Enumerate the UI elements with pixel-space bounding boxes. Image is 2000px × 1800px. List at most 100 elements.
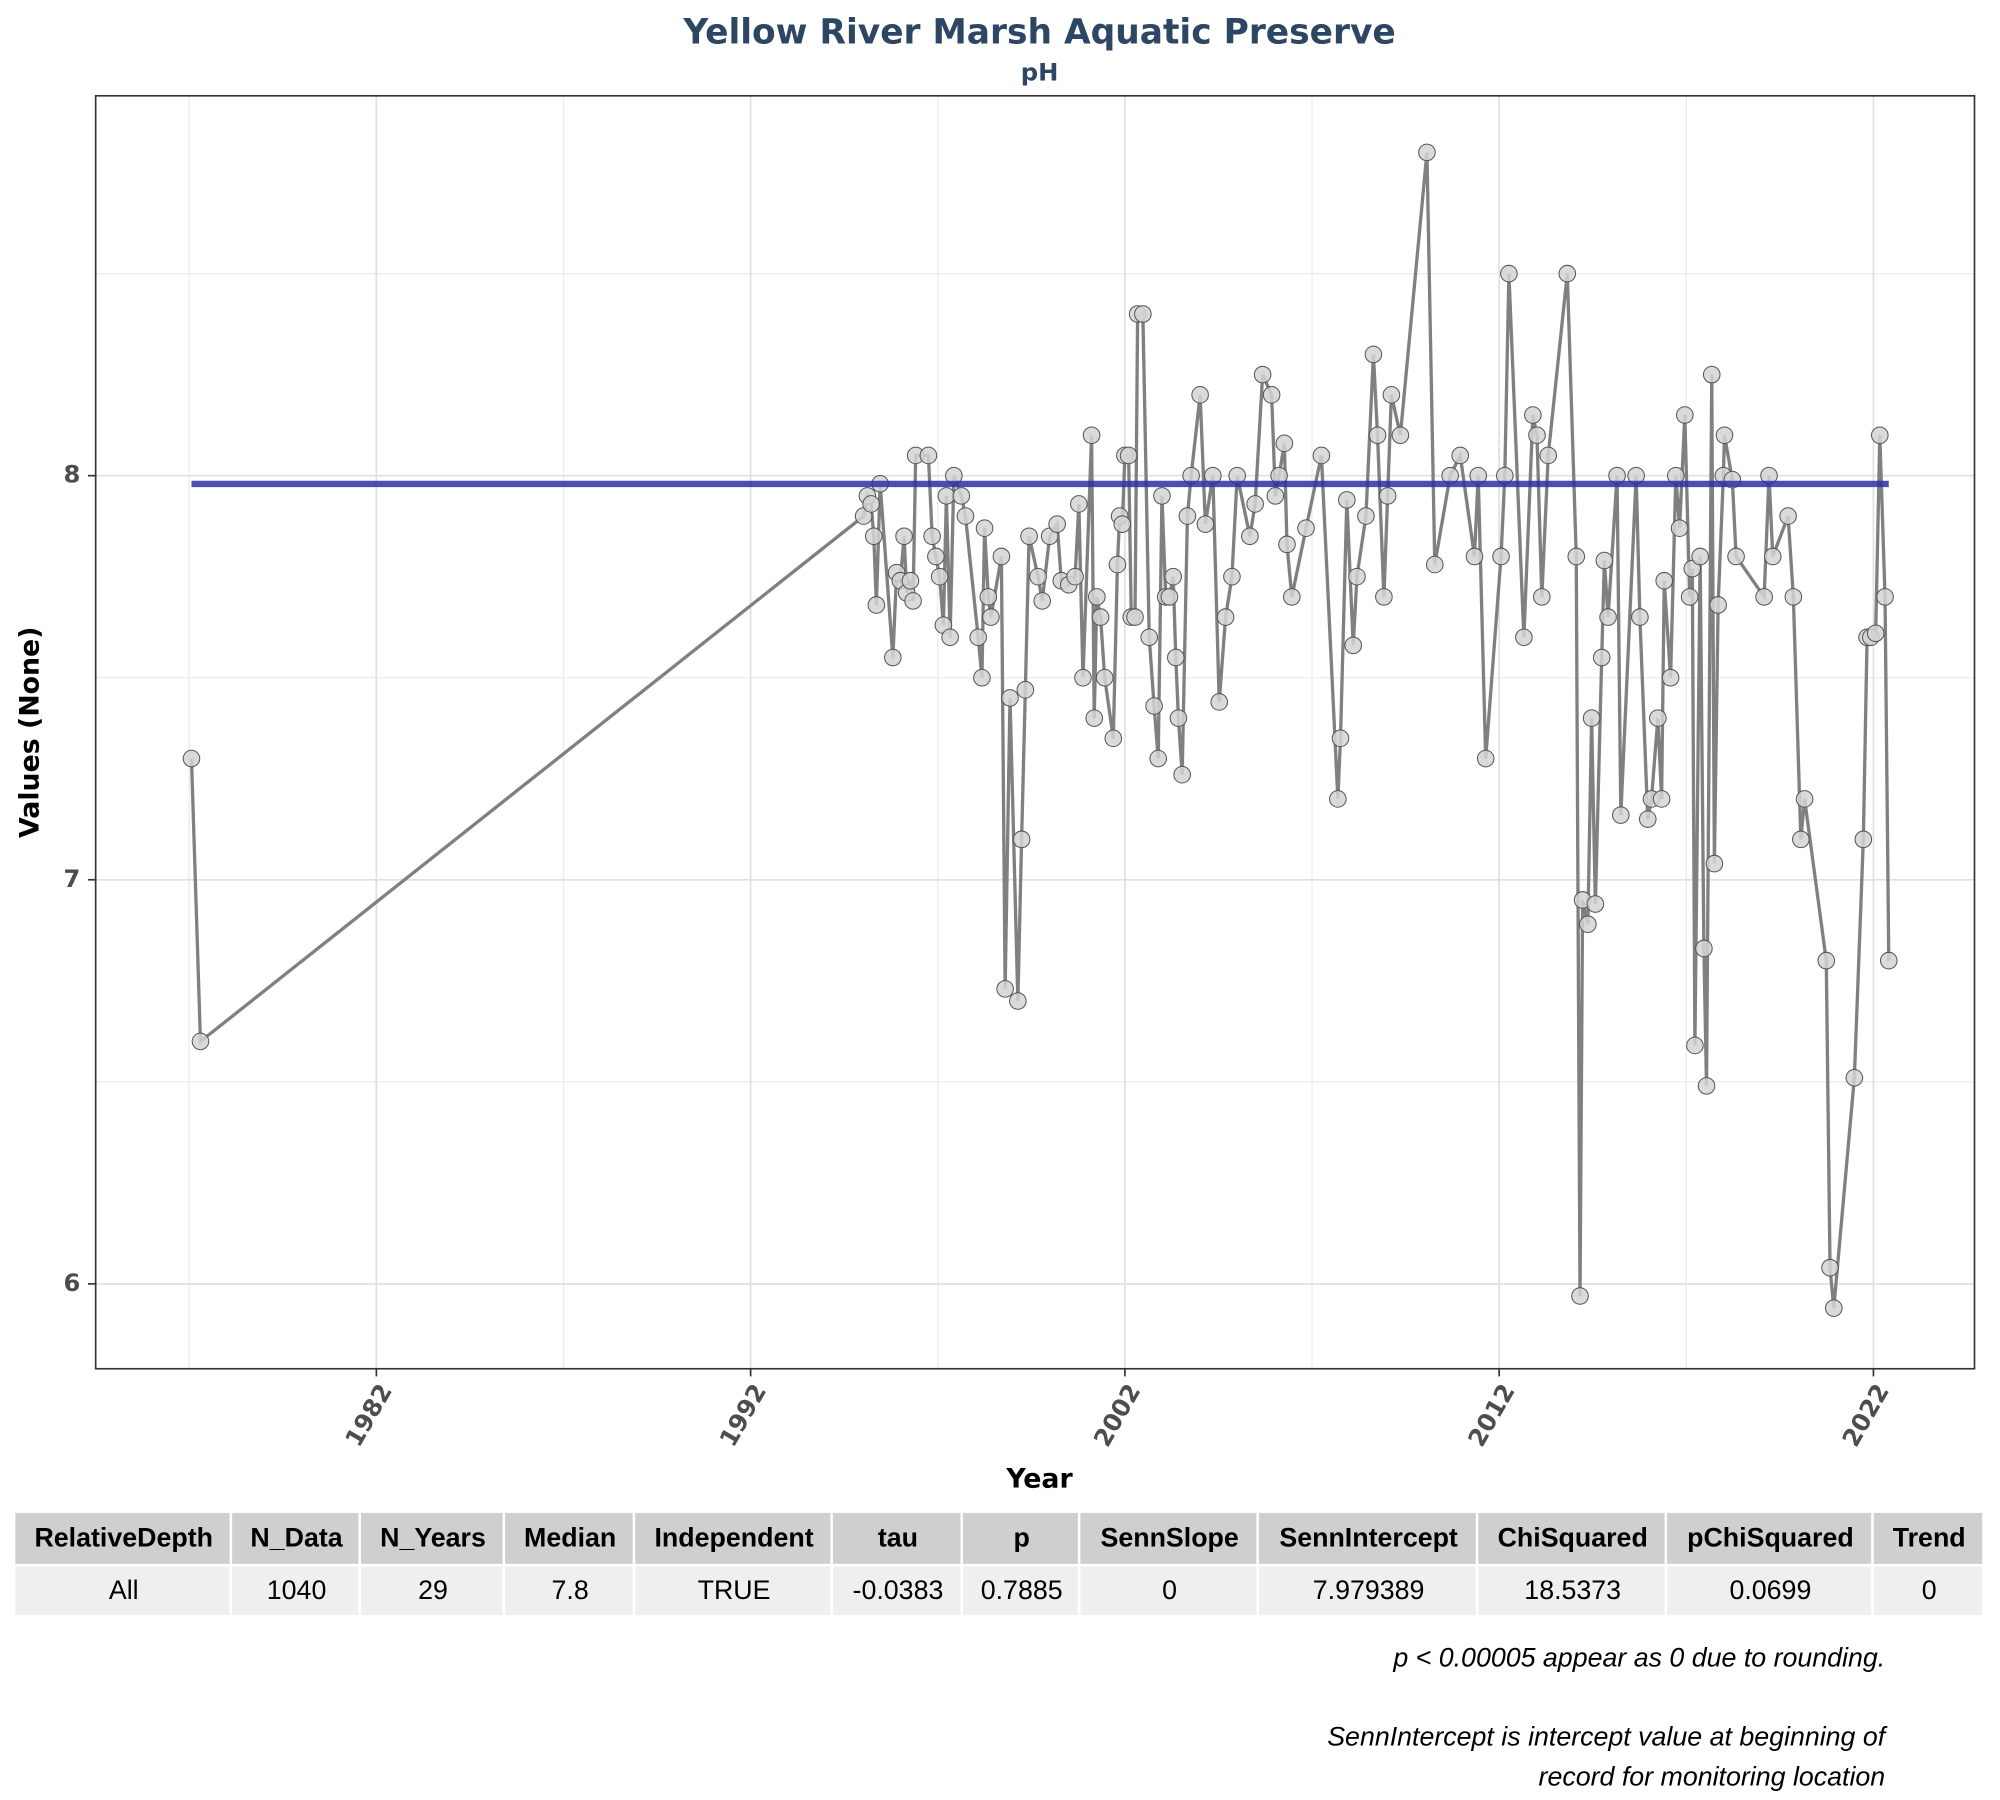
data-point [1515, 628, 1533, 647]
header-text: RelativeDepth [34, 1523, 213, 1553]
data-point [1344, 636, 1363, 655]
data-point [1095, 668, 1114, 687]
header-text: pChiSquared [1687, 1523, 1854, 1553]
data-point [1492, 547, 1510, 566]
data-point [1364, 345, 1383, 364]
x-tick-label: 1992 [714, 1379, 772, 1451]
table-cell [963, 1566, 1078, 1615]
x-tick-label: 2002 [1088, 1379, 1146, 1451]
data-point [979, 588, 998, 606]
header-cell [15, 1512, 230, 1564]
table-cell [1478, 1566, 1665, 1615]
data-point [1763, 547, 1782, 566]
y-tick-label: 6 [63, 1269, 80, 1297]
data-point [1702, 365, 1721, 384]
data-point [1048, 515, 1066, 533]
data-point [1558, 264, 1577, 283]
cell-text: 0.0699 [1729, 1575, 1811, 1605]
data-point [923, 527, 941, 546]
data-point [1845, 1068, 1864, 1087]
cell-text: 0 [1922, 1575, 1937, 1605]
data-point [1223, 567, 1241, 586]
data-point [927, 547, 945, 566]
data-point [884, 648, 902, 667]
data-point [973, 668, 991, 687]
data-point [1817, 951, 1836, 970]
data-point [1676, 406, 1694, 424]
data-point [1082, 426, 1101, 445]
data-point [1784, 588, 1803, 606]
cell-text: 0 [1162, 1575, 1177, 1605]
data-point [1016, 681, 1035, 699]
data-point [1001, 689, 1019, 707]
data-point [895, 527, 913, 546]
data-point [1612, 806, 1630, 824]
data-point [1312, 446, 1331, 465]
data-point [1066, 567, 1084, 586]
data-point [1595, 551, 1614, 570]
header-cell [360, 1512, 503, 1564]
data-point [1091, 608, 1110, 626]
data-point [1241, 527, 1259, 546]
header-cell [1667, 1512, 1872, 1564]
cell-text: All [109, 1575, 139, 1605]
x-tick-label: 2012 [1463, 1379, 1521, 1451]
data-point [1331, 729, 1350, 748]
table-cell [360, 1566, 503, 1615]
header-cell [1873, 1512, 1983, 1564]
table-cell [232, 1566, 359, 1615]
data-point [1418, 143, 1436, 162]
data-point [1070, 495, 1088, 513]
data-point [1108, 555, 1127, 574]
data-point [952, 487, 971, 505]
table-cell [1667, 1566, 1872, 1615]
data-point [1145, 697, 1163, 715]
data-point [937, 487, 956, 505]
data-point [1727, 547, 1745, 566]
x-axis-title: Year [1005, 1463, 1073, 1494]
table-cell [1080, 1566, 1257, 1615]
cell-text: 1040 [267, 1575, 327, 1605]
data-point [1160, 588, 1179, 606]
header-cell [1080, 1512, 1257, 1564]
data-point [1680, 588, 1699, 606]
data-point [1357, 507, 1375, 525]
data-point [1210, 693, 1229, 711]
data-point [1153, 487, 1171, 505]
data-point [1655, 571, 1674, 590]
cell-text: 0.7885 [981, 1575, 1063, 1605]
cell-text: 29 [418, 1575, 448, 1605]
data-point [1338, 491, 1356, 509]
data-point [1500, 264, 1518, 283]
data-point [1149, 749, 1168, 768]
header-cell [635, 1512, 831, 1564]
data-point [1592, 648, 1611, 667]
data-point [862, 495, 880, 513]
data-point [1020, 527, 1038, 546]
data-point [1085, 709, 1104, 727]
data-point [1638, 810, 1657, 828]
data-point [1164, 567, 1182, 586]
data-point [182, 749, 201, 768]
header-text: N_Years [380, 1523, 486, 1553]
data-point [1391, 426, 1410, 445]
cell-text: 18.5373 [1524, 1575, 1621, 1605]
data-point [1216, 608, 1235, 626]
data-point [1074, 668, 1092, 687]
data-point [1012, 830, 1031, 849]
data-point [1599, 608, 1617, 626]
data-point [1695, 939, 1713, 958]
data-point [864, 527, 883, 546]
data-point [1348, 567, 1366, 586]
data-point [1715, 426, 1734, 445]
data-point [1126, 608, 1144, 626]
data-point [1709, 596, 1727, 614]
data-point [1524, 406, 1542, 424]
data-point [1297, 519, 1315, 537]
chart-subtitle: pH [1021, 58, 1059, 86]
data-point [996, 980, 1014, 998]
y-tick-label: 7 [63, 865, 80, 893]
header-text: Independent [655, 1523, 814, 1553]
data-point [1528, 426, 1546, 445]
stats-table: RelativeDepth All N_Data 1040 N_Years 29 Media… [15, 1512, 1983, 1791]
